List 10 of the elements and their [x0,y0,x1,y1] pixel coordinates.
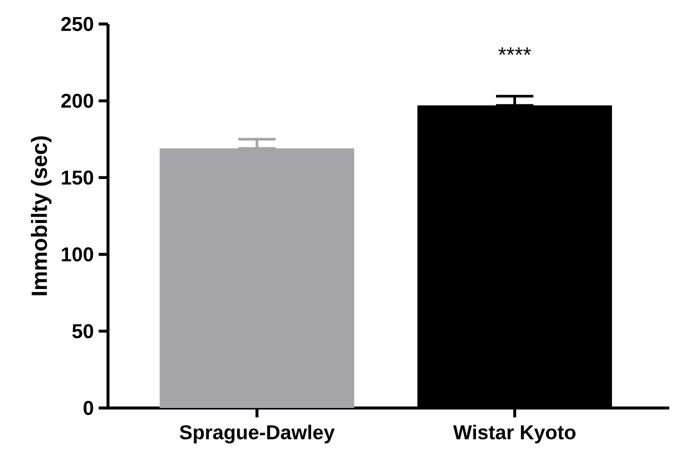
x-tick-label: Sprague-Dawley [180,424,335,444]
y-tick-label: 200 [61,94,94,108]
y-tick-label: 100 [62,247,94,262]
y-axis-title: Immobilty (sec) [30,136,52,296]
annotation: **** [498,47,531,55]
y-tick-label: 150 [62,170,94,185]
y-tick-label: 0 [84,400,94,416]
x-tick-label: Wistar Kyoto [453,424,576,444]
y-tick-label: 250 [61,16,94,32]
y-tick-label: 50 [72,324,94,338]
